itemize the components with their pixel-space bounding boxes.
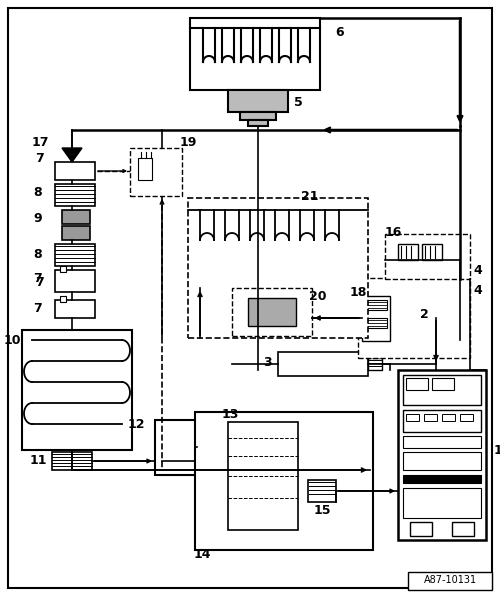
Bar	[130, 148, 182, 196]
Bar	[22, 330, 132, 450]
Text: 11: 11	[29, 454, 47, 467]
Text: 2: 2	[420, 309, 428, 321]
Bar	[232, 288, 312, 336]
Bar	[138, 158, 152, 180]
Bar	[62, 210, 90, 224]
Text: 7: 7	[34, 272, 42, 284]
Bar	[60, 296, 66, 302]
Text: 1: 1	[494, 443, 500, 457]
Text: 10: 10	[4, 334, 21, 346]
Bar	[424, 414, 437, 421]
Bar	[422, 244, 442, 260]
Text: 14: 14	[193, 548, 211, 560]
Bar	[403, 436, 481, 448]
Polygon shape	[62, 148, 82, 162]
Bar	[432, 378, 454, 390]
Text: 12: 12	[128, 418, 145, 432]
Bar	[408, 572, 492, 590]
Bar	[228, 422, 298, 530]
Bar	[403, 452, 481, 470]
Text: 7: 7	[36, 275, 44, 288]
Bar	[55, 162, 95, 180]
Text: 13: 13	[222, 408, 238, 421]
Bar	[442, 414, 455, 421]
Bar	[55, 270, 95, 292]
Bar	[278, 352, 368, 376]
Text: 9: 9	[34, 212, 42, 225]
Bar	[197, 434, 215, 448]
Text: 6: 6	[336, 26, 344, 39]
Text: 8: 8	[34, 249, 42, 262]
Bar	[403, 375, 481, 405]
Text: 4: 4	[474, 284, 482, 296]
Text: 7: 7	[36, 151, 44, 164]
Bar	[406, 414, 419, 421]
Bar	[460, 414, 473, 421]
Bar	[55, 184, 95, 206]
Text: 16: 16	[384, 225, 402, 238]
Bar	[403, 475, 481, 483]
Bar	[368, 358, 382, 370]
Text: 3: 3	[264, 355, 272, 368]
Bar	[55, 244, 95, 266]
Bar	[195, 412, 373, 550]
Bar	[365, 318, 387, 328]
Bar	[52, 452, 92, 470]
Bar	[228, 90, 288, 112]
Bar	[190, 18, 320, 90]
Bar	[248, 120, 268, 126]
Bar	[188, 198, 368, 338]
Bar	[452, 522, 474, 536]
Bar	[240, 112, 276, 120]
Text: 19: 19	[180, 135, 196, 148]
Bar	[403, 410, 481, 432]
Text: 18: 18	[350, 285, 366, 299]
Bar	[155, 420, 197, 475]
Text: A87-10131: A87-10131	[424, 575, 476, 585]
Bar	[362, 296, 390, 341]
Bar	[55, 300, 95, 318]
Bar	[429, 318, 443, 333]
Bar	[308, 480, 336, 502]
Bar	[398, 244, 418, 260]
Bar	[403, 488, 481, 518]
Bar	[410, 522, 432, 536]
Bar	[225, 439, 233, 443]
Text: 20: 20	[309, 290, 327, 303]
Bar	[426, 332, 446, 346]
Text: 5: 5	[294, 95, 302, 108]
Bar	[365, 300, 387, 310]
Bar	[60, 266, 66, 272]
Bar	[406, 378, 428, 390]
Bar	[385, 234, 470, 279]
Text: 21: 21	[301, 190, 319, 203]
Text: 7: 7	[34, 302, 42, 315]
Text: 17: 17	[31, 135, 49, 148]
Bar	[215, 437, 225, 445]
Bar	[62, 226, 90, 240]
Bar	[358, 278, 470, 358]
Text: 4: 4	[474, 263, 482, 277]
Text: 8: 8	[34, 187, 42, 200]
Bar	[248, 298, 296, 326]
Text: 15: 15	[313, 504, 331, 517]
Bar	[398, 370, 486, 540]
